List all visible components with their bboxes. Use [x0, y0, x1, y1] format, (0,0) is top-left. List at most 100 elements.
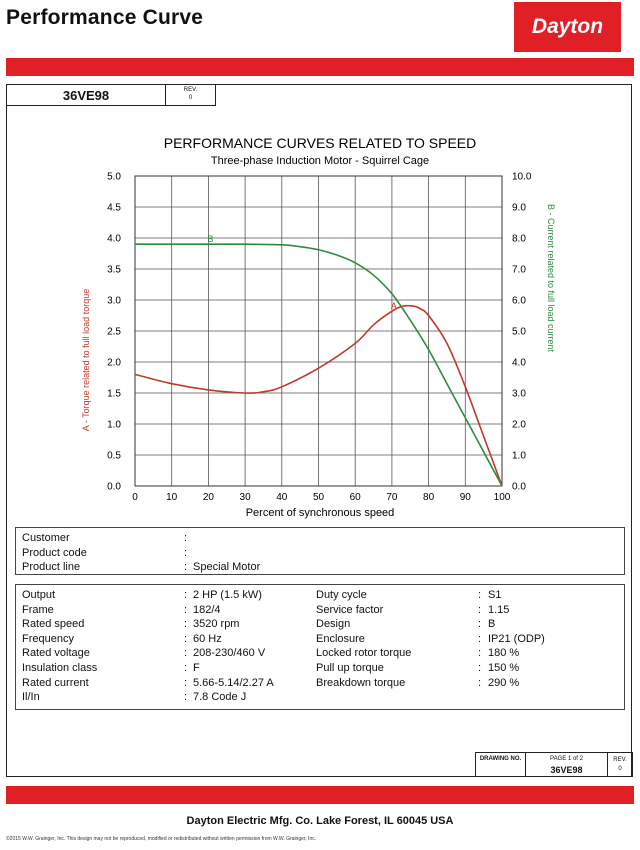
x-tick-label: 50 — [313, 492, 325, 503]
x-tick-label: 30 — [240, 492, 252, 503]
spec-label: Output — [22, 589, 56, 601]
x-tick-label: 90 — [460, 492, 472, 503]
x-tick-label: 70 — [386, 492, 398, 503]
spec-value: 1.15 — [488, 603, 510, 616]
y-left-tick-label: 1.0 — [107, 420, 121, 431]
spec-value: 150 % — [488, 662, 520, 674]
drawing-rev-value: 0 — [618, 766, 622, 772]
chart-subtitle: Three-phase Induction Motor - Squirrel C… — [211, 155, 429, 167]
spec-label: Frequency — [22, 632, 74, 645]
revision-label: REV. — [183, 87, 198, 93]
field-separator: : — [184, 647, 188, 660]
spec-value: 2 HP (1.5 kW) — [193, 589, 262, 601]
y-left-tick-label: 4.5 — [107, 203, 121, 214]
y-left-tick-label: 4.0 — [107, 234, 121, 245]
spec-label: Rated speed — [22, 618, 85, 631]
y-left-tick-label: 1.5 — [107, 389, 121, 400]
chart-title: PERFORMANCE CURVES RELATED TO SPEED — [164, 135, 476, 151]
spec-label: Rated current — [22, 676, 89, 689]
field-separator: : — [478, 662, 482, 674]
y-left-tick-label: 3.5 — [107, 265, 121, 276]
drawing-info-box: DRAWING NO. PAGE 1 of 2 36VE98 REV. 0 — [475, 752, 633, 777]
spec-value: 60 Hz — [193, 632, 222, 645]
series-label-b: B — [207, 234, 213, 244]
brand-logo: Dayton — [514, 2, 621, 52]
spec-label: Service factor — [316, 603, 384, 616]
field-separator: : — [478, 618, 482, 631]
spec-value: 5.66-5.14/2.27 A — [193, 676, 274, 689]
x-tick-label: 60 — [350, 492, 362, 503]
y-right-tick-label: 3.0 — [512, 389, 526, 400]
spec-value: B — [488, 618, 496, 631]
customer-field-label: Customer — [22, 532, 70, 544]
field-separator: : — [184, 546, 188, 559]
y-right-tick-label: 1.0 — [512, 451, 526, 462]
customer-field-value: Special Motor — [193, 561, 261, 573]
copyright-notice: ©2015 W.W. Grainger, Inc. This design ma… — [6, 836, 317, 842]
spec-value: 290 % — [488, 676, 520, 689]
series-line-b — [135, 243, 503, 487]
field-separator: : — [184, 603, 188, 616]
x-tick-label: 100 — [494, 492, 511, 503]
spec-value: 7.8 Code J — [193, 691, 247, 704]
spec-label: Pull up torque — [316, 662, 384, 674]
spec-value: 180 % — [488, 647, 520, 660]
drawing-page: PAGE 1 of 2 — [550, 756, 583, 762]
model-number: 36VE98 — [7, 85, 166, 105]
spec-label: Locked rotor torque — [316, 647, 412, 660]
y-left-tick-label: 0.5 — [107, 451, 121, 462]
customer-field-label: Product code — [22, 546, 87, 559]
customer-box: Customer: Product code: Product line: Speci… — [15, 527, 625, 575]
field-separator: : — [478, 603, 482, 616]
y-right-tick-label: 6.0 — [512, 296, 526, 307]
spec-label: Frame — [22, 603, 54, 616]
y-right-tick-label: 10.0 — [512, 172, 532, 183]
spec-label: Insulation class — [22, 662, 98, 674]
drawing-page-cell: PAGE 1 of 2 36VE98 — [526, 753, 608, 776]
spec-value: 182/4 — [193, 603, 221, 616]
spec-label: Duty cycle — [316, 589, 367, 601]
y-left-tick-label: 0.0 — [107, 482, 121, 493]
x-axis-label: Percent of synchronous speed — [246, 507, 395, 519]
spec-value: 3520 rpm — [193, 618, 240, 631]
spec-value: F — [193, 662, 200, 674]
y-right-tick-label: 4.0 — [512, 358, 526, 369]
y-right-tick-label: 2.0 — [512, 420, 526, 431]
specs-box: Output:2 HP (1.5 kW) Frame:182/4 Rated spe… — [15, 584, 625, 710]
series-label-a: A — [391, 301, 397, 311]
spec-value: 208-230/460 V — [193, 647, 266, 660]
top-red-bar — [6, 58, 634, 76]
field-separator: : — [478, 647, 482, 660]
field-separator: : — [184, 618, 188, 631]
revision-value: 0 — [188, 95, 193, 101]
spec-label: Rated voltage — [22, 647, 90, 660]
y-left-tick-label: 2.5 — [107, 327, 121, 338]
x-tick-label: 10 — [166, 492, 178, 503]
performance-chart: PERFORMANCE CURVES RELATED TO SPEED Thre… — [81, 135, 556, 519]
x-tick-label: 80 — [423, 492, 435, 503]
company-footer: Dayton Electric Mfg. Co. Lake Forest, IL… — [186, 815, 454, 827]
y-right-tick-label: 7.0 — [512, 265, 526, 276]
spec-label: Design — [316, 618, 351, 631]
drawing-rev-cell: REV. 0 — [608, 753, 632, 776]
chart-grid — [134, 175, 503, 487]
model-header: 36VE98 REV. 0 — [6, 84, 216, 106]
y-right-tick-label: 9.0 — [512, 203, 526, 214]
y-right-tick-label: 8.0 — [512, 234, 526, 245]
field-separator: : — [184, 561, 188, 573]
customer-field-label: Product line — [22, 561, 81, 573]
y-left-axis-label: A - Torque related to full load torque — [81, 289, 91, 431]
field-separator: : — [184, 676, 188, 689]
spec-label: Il/In — [22, 691, 40, 704]
y-right-tick-label: 5.0 — [512, 327, 526, 338]
plot-border — [134, 175, 503, 487]
y-left-tick-label: 5.0 — [107, 172, 121, 183]
field-separator: : — [184, 589, 188, 601]
field-separator: : — [478, 589, 482, 601]
x-tick-label: 20 — [203, 492, 215, 503]
field-separator: : — [184, 532, 188, 544]
x-tick-label: 0 — [132, 492, 138, 503]
drawing-number: 36VE98 — [550, 765, 583, 775]
drawing-rev-label: REV. — [613, 757, 627, 763]
y-right-axis-label: B - Current related to full load current — [546, 204, 556, 353]
